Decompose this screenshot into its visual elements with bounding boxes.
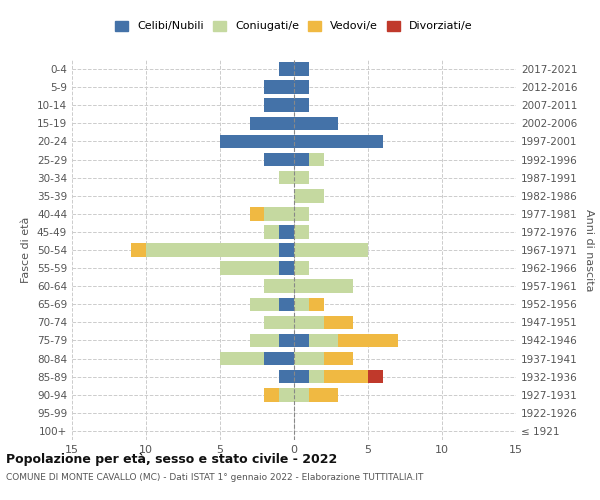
- Bar: [294, 152, 309, 166]
- Y-axis label: Anni di nascita: Anni di nascita: [584, 209, 594, 291]
- Bar: [279, 298, 294, 311]
- Bar: [294, 207, 309, 220]
- Bar: [265, 98, 294, 112]
- Bar: [294, 134, 383, 148]
- Bar: [265, 352, 294, 366]
- Bar: [309, 334, 338, 347]
- Bar: [309, 298, 323, 311]
- Bar: [294, 225, 309, 238]
- Bar: [368, 370, 383, 384]
- Bar: [294, 116, 338, 130]
- Bar: [323, 316, 353, 329]
- Bar: [131, 243, 146, 257]
- Bar: [220, 262, 279, 275]
- Bar: [294, 80, 309, 94]
- Bar: [294, 98, 309, 112]
- Bar: [309, 388, 338, 402]
- Bar: [294, 316, 323, 329]
- Bar: [265, 388, 279, 402]
- Bar: [338, 334, 398, 347]
- Bar: [265, 207, 294, 220]
- Bar: [265, 80, 294, 94]
- Bar: [265, 280, 294, 293]
- Bar: [294, 243, 368, 257]
- Y-axis label: Fasce di età: Fasce di età: [22, 217, 31, 283]
- Bar: [309, 370, 323, 384]
- Bar: [279, 388, 294, 402]
- Bar: [265, 225, 279, 238]
- Bar: [309, 152, 323, 166]
- Bar: [279, 334, 294, 347]
- Bar: [279, 370, 294, 384]
- Bar: [279, 62, 294, 76]
- Bar: [294, 352, 323, 366]
- Bar: [323, 370, 368, 384]
- Bar: [146, 243, 279, 257]
- Bar: [294, 388, 309, 402]
- Bar: [279, 171, 294, 184]
- Legend: Celibi/Nubili, Coniugati/e, Vedovi/e, Divorziati/e: Celibi/Nubili, Coniugati/e, Vedovi/e, Di…: [111, 16, 477, 36]
- Text: Popolazione per età, sesso e stato civile - 2022: Popolazione per età, sesso e stato civil…: [6, 452, 337, 466]
- Bar: [294, 334, 309, 347]
- Bar: [250, 207, 265, 220]
- Bar: [294, 62, 309, 76]
- Bar: [250, 116, 294, 130]
- Bar: [279, 243, 294, 257]
- Bar: [294, 171, 309, 184]
- Bar: [294, 370, 309, 384]
- Bar: [294, 262, 309, 275]
- Bar: [323, 352, 353, 366]
- Bar: [265, 316, 294, 329]
- Bar: [294, 298, 309, 311]
- Text: COMUNE DI MONTE CAVALLO (MC) - Dati ISTAT 1° gennaio 2022 - Elaborazione TUTTITA: COMUNE DI MONTE CAVALLO (MC) - Dati ISTA…: [6, 472, 424, 482]
- Bar: [279, 262, 294, 275]
- Bar: [250, 298, 279, 311]
- Bar: [294, 280, 353, 293]
- Bar: [220, 352, 265, 366]
- Bar: [220, 134, 294, 148]
- Bar: [250, 334, 279, 347]
- Bar: [294, 189, 323, 202]
- Bar: [279, 225, 294, 238]
- Bar: [265, 152, 294, 166]
